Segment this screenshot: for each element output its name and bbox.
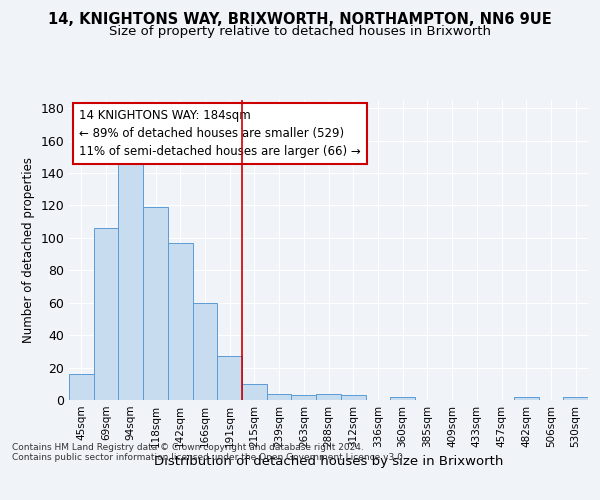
Bar xyxy=(242,384,267,400)
Text: 14 KNIGHTONS WAY: 184sqm
← 89% of detached houses are smaller (529)
11% of semi-: 14 KNIGHTONS WAY: 184sqm ← 89% of detach… xyxy=(79,109,361,158)
Bar xyxy=(118,158,143,400)
Bar xyxy=(514,397,539,400)
Bar xyxy=(390,397,415,400)
Text: 14, KNIGHTONS WAY, BRIXWORTH, NORTHAMPTON, NN6 9UE: 14, KNIGHTONS WAY, BRIXWORTH, NORTHAMPTO… xyxy=(48,12,552,28)
Bar xyxy=(193,302,217,400)
Y-axis label: Number of detached properties: Number of detached properties xyxy=(22,157,35,343)
Bar xyxy=(292,395,316,400)
Bar xyxy=(341,395,365,400)
Bar xyxy=(316,394,341,400)
Text: Contains HM Land Registry data © Crown copyright and database right 2024.
Contai: Contains HM Land Registry data © Crown c… xyxy=(12,442,406,462)
Bar xyxy=(69,374,94,400)
Bar xyxy=(168,242,193,400)
Bar xyxy=(143,207,168,400)
Bar xyxy=(217,356,242,400)
Bar xyxy=(563,397,588,400)
Bar xyxy=(267,394,292,400)
X-axis label: Distribution of detached houses by size in Brixworth: Distribution of detached houses by size … xyxy=(154,456,503,468)
Bar xyxy=(94,228,118,400)
Text: Size of property relative to detached houses in Brixworth: Size of property relative to detached ho… xyxy=(109,25,491,38)
